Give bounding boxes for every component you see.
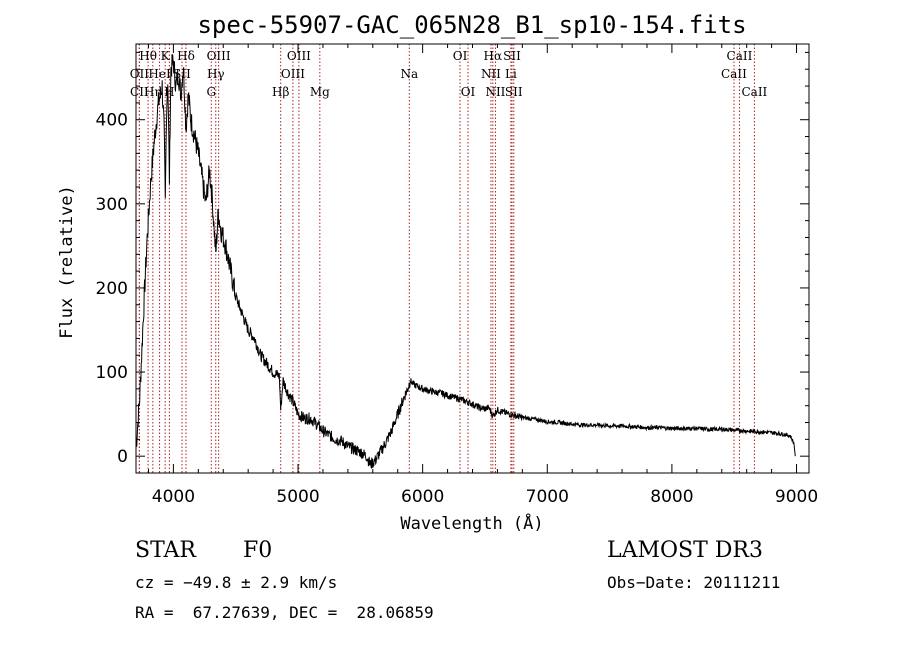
line-label-3: HeI — [148, 67, 171, 81]
y-tick-label-0: 0 — [117, 447, 128, 467]
y-tick-label-1: 100 — [96, 363, 128, 383]
line-label-26: CaII — [721, 67, 747, 81]
x-tick-label-2: 6000 — [401, 487, 444, 507]
line-label-20: NII — [481, 67, 501, 81]
line-label-10: Hγ — [207, 67, 225, 81]
line-label-11: G — [206, 85, 216, 99]
y-tick-label-2: 200 — [96, 279, 128, 299]
line-label-23: Li — [505, 67, 517, 81]
line-label-1: OII — [130, 67, 150, 81]
y-tick-label-4: 400 — [96, 111, 128, 131]
line-label-17: OI — [453, 49, 468, 63]
line-label-13: OIII — [281, 67, 305, 81]
line-label-24: SII — [505, 85, 523, 99]
x-tick-label-0: 4000 — [152, 487, 195, 507]
line-label-27: CaII — [741, 85, 767, 99]
redshift-cz: cz = −49.8 ± 2.9 km/s — [135, 573, 338, 592]
line-label-9: OIII — [207, 49, 231, 63]
x-tick-label-3: 7000 — [526, 487, 569, 507]
x-tick-label-1: 5000 — [276, 487, 319, 507]
line-label-8: Hδ — [177, 49, 195, 63]
line-label-7: H — [164, 85, 174, 99]
line-label-15: Mg — [310, 85, 330, 99]
x-axis-ticks: 4000 5000 6000 7000 8000 9000 — [147, 44, 818, 507]
object-class: STAR — [135, 538, 196, 563]
line-label-12: OIII — [287, 49, 311, 63]
coordinates: RA = 67.27639, DEC = 28.06859 — [135, 603, 434, 622]
line-label-22: SII — [503, 49, 521, 63]
x-axis-label: Wavelength (Å) — [400, 512, 543, 534]
x-tick-label-4: 8000 — [650, 487, 693, 507]
spectral-line-labels: Hθ OII CII HeI Hη K SII H Hδ OIII Hγ G OIII OIII Hβ Mg N… — [130, 49, 768, 99]
y-axis-ticks: 0 100 200 300 400 — [96, 51, 809, 474]
line-label-21: NII — [485, 85, 505, 99]
line-label-18: OI — [461, 85, 476, 99]
flux-series-line — [135, 54, 796, 470]
line-label-16: Na — [400, 67, 418, 81]
y-tick-label-3: 300 — [96, 195, 128, 215]
object-subclass: F0 — [243, 538, 273, 563]
x-tick-label-5: 9000 — [775, 487, 818, 507]
line-label-4: Hη — [144, 85, 162, 99]
spectral-line-markers — [138, 44, 755, 473]
line-label-5: K — [161, 49, 171, 63]
line-label-19: Hα — [484, 49, 503, 63]
line-label-2: CII — [130, 85, 149, 99]
line-label-14: Hβ — [272, 85, 289, 99]
observation-date: Obs−Date: 20111211 — [607, 573, 781, 592]
line-label-25: CaII — [727, 49, 753, 63]
chart-title: spec-55907-GAC_065N28_B1_sp10-154.fits — [197, 11, 746, 39]
y-axis-label: Flux (relative) — [57, 185, 77, 339]
line-label-0: Hθ — [139, 49, 157, 63]
plot-frame — [135, 43, 810, 474]
survey-name: LAMOST DR3 — [607, 538, 763, 563]
